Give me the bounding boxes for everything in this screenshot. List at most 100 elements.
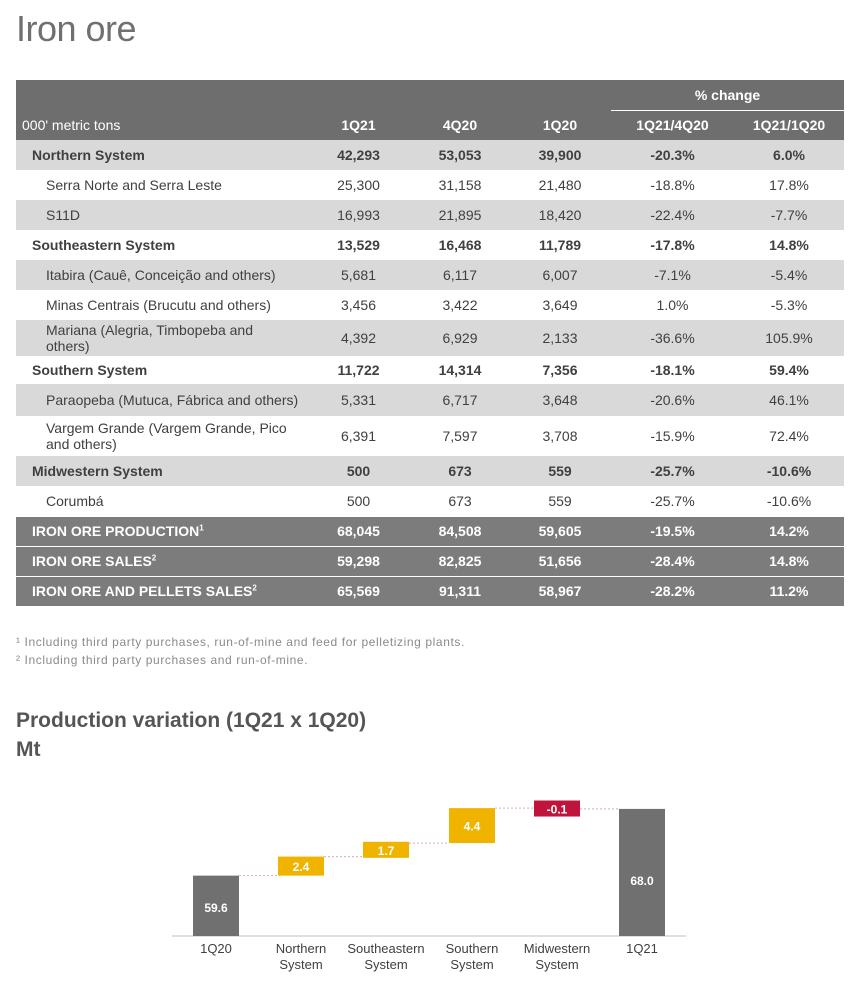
data-label: 68.0: [630, 874, 654, 888]
change-1q21-1q20: 46.1%: [734, 384, 845, 416]
row-name: Midwestern System: [16, 456, 306, 486]
change-1q21-1q20: -10.6%: [734, 456, 845, 486]
change-1q21-4q20: -28.4%: [611, 545, 734, 576]
change-1q21-4q20: -25.7%: [611, 486, 734, 516]
table-row: S11D 16,993 21,895 18,420 -22.4% -7.7%: [16, 200, 845, 230]
value-1q20: 18,420: [509, 200, 611, 230]
total-label: IRON ORE SALES: [32, 553, 152, 569]
row-name: Southeastern System: [16, 230, 306, 260]
row-name: Vargem Grande (Vargem Grande, Pico and o…: [16, 416, 306, 456]
value-1q21: 59,298: [306, 545, 411, 576]
category-label: Southeastern System: [347, 941, 424, 972]
bar-southern-system: [449, 808, 495, 844]
footnotes: ¹ Including third party purchases, run-o…: [16, 633, 465, 669]
value-4q20: 7,597: [411, 416, 509, 456]
column-header-1q21: 1Q21: [306, 110, 411, 140]
value-1q20: 39,900: [509, 140, 611, 170]
data-label: 2.4: [293, 860, 310, 874]
production-waterfall-chart: 59.6 2.4 1.7 4.4 -0.1 68.0 1Q20 Northern System S…: [172, 800, 686, 972]
change-1q21-4q20: -17.8%: [611, 230, 734, 260]
value-1q20: 7,356: [509, 356, 611, 384]
change-1q21-4q20: -19.5%: [611, 515, 734, 546]
change-1q21-4q20: -20.3%: [611, 140, 734, 170]
chart-title-line-1: Production variation (1Q21 x 1Q20): [16, 709, 367, 732]
table-row: Vargem Grande (Vargem Grande, Pico and o…: [16, 416, 845, 456]
data-label: -0.1: [547, 803, 568, 817]
footnote-2: ² Including third party purchases and ru…: [16, 653, 309, 667]
table-row: Itabira (Cauê, Conceição and others) 5,68…: [16, 260, 845, 290]
pct-change-header: % change: [611, 80, 845, 111]
value-4q20: 14,314: [411, 356, 509, 384]
table-row: Serra Norte and Serra Leste 25,300 31,158 2…: [16, 170, 845, 200]
change-1q21-1q20: 59.4%: [734, 356, 845, 384]
row-name: S11D: [16, 200, 306, 230]
total-label: IRON ORE AND PELLETS SALES: [32, 583, 253, 600]
value-4q20: 84,508: [411, 515, 509, 546]
value-4q20: 82,825: [411, 545, 509, 576]
footnote-1: ¹ Including third party purchases, run-o…: [16, 635, 465, 649]
row-name: Mariana (Alegria, Timbopeba and others): [16, 320, 306, 356]
total-row: IRON ORE SALES2 59,298 82,825 51,656 -28.4% 1…: [16, 545, 845, 576]
change-1q21-1q20: -5.4%: [734, 260, 845, 290]
value-4q20: 6,717: [411, 384, 509, 416]
category-label: Southern System: [446, 941, 499, 972]
change-1q21-1q20: 14.8%: [734, 545, 845, 576]
value-4q20: 16,468: [411, 230, 509, 260]
chart-title-line-2: Mt: [16, 738, 41, 761]
table-row: Mariana (Alegria, Timbopeba and others) 4…: [16, 320, 845, 356]
row-name: Itabira (Cauê, Conceição and others): [16, 260, 306, 290]
total-row: IRON ORE AND PELLETS SALES2 65,569 91,311 5…: [16, 575, 845, 606]
value-4q20: 6,929: [411, 320, 509, 356]
value-1q20: 559: [509, 456, 611, 486]
total-row-name: IRON ORE AND PELLETS SALES2: [16, 575, 306, 606]
row-name: Serra Norte and Serra Leste: [16, 170, 306, 200]
change-1q21-1q20: 105.9%: [734, 320, 845, 356]
system-row: Southern System 11,722 14,314 7,356 -18.1% 59…: [16, 356, 845, 384]
category-label: 1Q21: [626, 941, 658, 956]
value-1q21: 5,331: [306, 384, 411, 416]
row-name: Minas Centrais (Brucutu and others): [16, 290, 306, 320]
change-1q21-4q20: -36.6%: [611, 320, 734, 356]
total-row-name: IRON ORE PRODUCTION1: [16, 515, 306, 546]
change-1q21-4q20: -7.1%: [611, 260, 734, 290]
column-header-1q20: 1Q20: [509, 110, 611, 140]
bar-1q21: [619, 808, 665, 936]
value-1q20: 58,967: [509, 575, 611, 606]
value-1q21: 16,993: [306, 200, 411, 230]
change-1q21-4q20: -22.4%: [611, 200, 734, 230]
value-1q21: 6,391: [306, 416, 411, 456]
table-header-group-row: % change: [16, 80, 845, 111]
value-1q21: 13,529: [306, 230, 411, 260]
value-1q20: 3,708: [509, 416, 611, 456]
row-name: Paraopeba (Mutuca, Fábrica and others): [16, 384, 306, 416]
bar-midwestern-system: [534, 800, 580, 817]
data-label: 59.6: [204, 901, 228, 915]
change-1q21-1q20: 17.8%: [734, 170, 845, 200]
value-1q20: 21,480: [509, 170, 611, 200]
change-1q21-1q20: -5.3%: [734, 290, 845, 320]
value-1q21: 500: [306, 486, 411, 516]
value-1q20: 2,133: [509, 320, 611, 356]
bar-1q20: [193, 875, 239, 936]
value-1q20: 3,649: [509, 290, 611, 320]
value-4q20: 21,895: [411, 200, 509, 230]
change-1q21-1q20: -10.6%: [734, 486, 845, 516]
table-body: Northern System 42,293 53,053 39,900 -20.3% 6…: [16, 140, 845, 516]
change-1q21-1q20: 72.4%: [734, 416, 845, 456]
category-label: Northern System: [276, 941, 327, 972]
table-header-row: 000' metric tons 1Q21 4Q20 1Q20 1Q21/4Q2…: [16, 110, 845, 140]
data-label: 4.4: [464, 820, 481, 834]
value-1q20: 11,789: [509, 230, 611, 260]
footnote-marker: 2: [252, 583, 257, 593]
footnote-marker: 1: [199, 523, 204, 533]
change-1q21-4q20: -20.6%: [611, 384, 734, 416]
table-totals: IRON ORE PRODUCTION1 68,045 84,508 59,605 -1…: [16, 515, 845, 606]
value-1q21: 11,722: [306, 356, 411, 384]
total-row-name: IRON ORE SALES2: [16, 545, 306, 576]
change-1q21-4q20: -18.8%: [611, 170, 734, 200]
value-4q20: 3,422: [411, 290, 509, 320]
change-1q21-1q20: 14.2%: [734, 515, 845, 546]
value-1q20: 3,648: [509, 384, 611, 416]
column-header-4q20: 4Q20: [411, 110, 509, 140]
value-1q21: 4,392: [306, 320, 411, 356]
